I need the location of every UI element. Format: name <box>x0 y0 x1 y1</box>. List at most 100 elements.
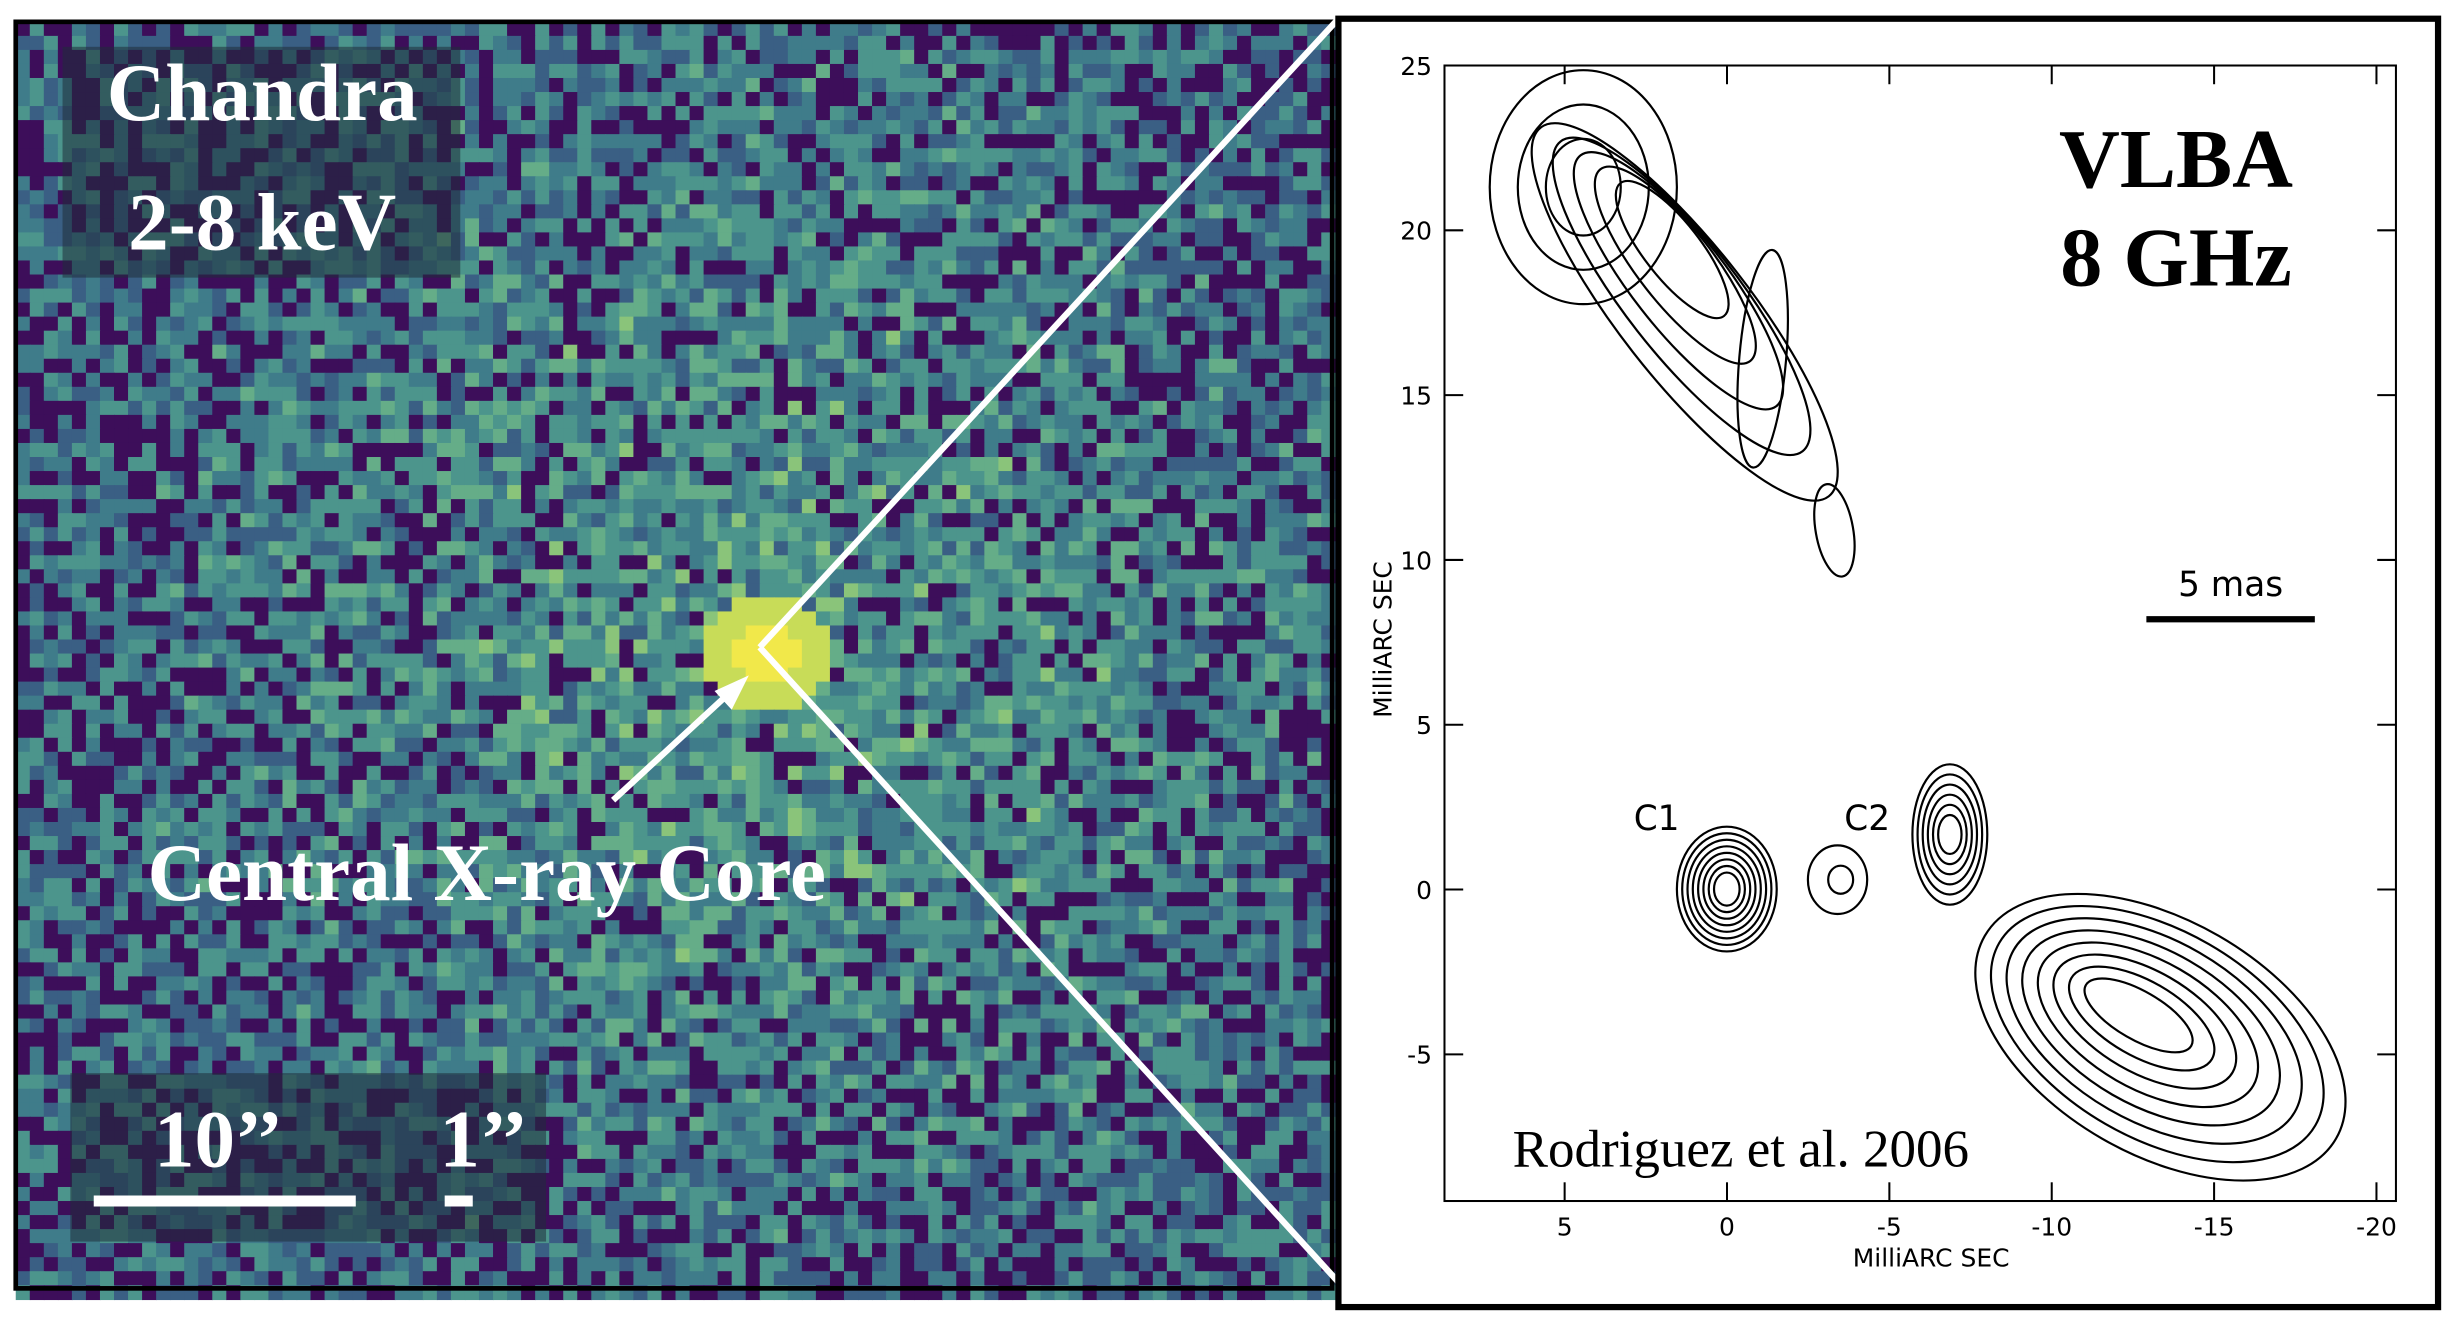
pixel <box>1040 555 1056 571</box>
pixel <box>1026 63 1042 79</box>
pixel <box>647 695 663 711</box>
pixel <box>478 358 494 374</box>
pixel <box>493 77 508 93</box>
pixel <box>900 499 915 514</box>
pixel <box>29 134 45 149</box>
pixel <box>815 232 831 248</box>
pixel <box>970 639 986 655</box>
pixel <box>1223 218 1238 234</box>
pixel <box>535 681 550 697</box>
pixel <box>1026 485 1042 500</box>
pixel <box>1054 162 1070 178</box>
pixel <box>619 428 635 444</box>
pixel <box>1265 49 1280 65</box>
pixel <box>1208 344 1224 360</box>
pixel <box>71 372 87 388</box>
pixel <box>1293 442 1309 458</box>
pixel <box>647 92 663 107</box>
pixel <box>717 527 733 543</box>
pixel <box>956 527 972 543</box>
pixel <box>366 723 382 739</box>
pixel <box>984 723 1000 739</box>
pixel <box>1223 274 1238 290</box>
pixel <box>507 709 522 725</box>
pixel <box>1307 723 1323 739</box>
pixel <box>71 709 87 725</box>
pixel <box>29 527 45 543</box>
pixel <box>29 162 45 178</box>
pixel <box>535 485 550 500</box>
pixel <box>1237 134 1252 149</box>
pixel <box>15 499 31 514</box>
pixel <box>633 162 649 178</box>
pixel <box>1223 569 1238 585</box>
pixel <box>689 63 705 79</box>
pixel <box>998 148 1014 163</box>
pixel <box>436 737 452 753</box>
pixel <box>619 120 635 135</box>
pixel <box>212 400 228 416</box>
pixel <box>1026 471 1042 486</box>
pixel <box>1138 260 1154 276</box>
pixel <box>71 723 87 739</box>
pixel <box>99 372 115 388</box>
pixel <box>1012 92 1028 107</box>
pixel <box>521 330 536 346</box>
pixel <box>282 667 298 683</box>
pixel <box>1194 723 1210 739</box>
pixel <box>1180 63 1196 79</box>
pixel <box>226 400 242 416</box>
pixel <box>633 639 649 655</box>
pixel <box>956 723 972 739</box>
pixel <box>254 302 270 318</box>
pixel <box>577 358 593 374</box>
pixel <box>268 527 284 543</box>
pixel <box>1223 737 1238 753</box>
pixel <box>1110 63 1126 79</box>
pixel <box>633 457 649 472</box>
pixel <box>240 723 256 739</box>
pixel <box>1096 428 1112 444</box>
pixel <box>1026 400 1042 416</box>
pixel <box>352 274 368 290</box>
pixel <box>647 513 663 528</box>
pixel <box>156 485 171 500</box>
pixel <box>43 49 59 65</box>
pixel <box>142 457 157 472</box>
pixel <box>829 499 845 514</box>
pixel <box>114 358 129 374</box>
pixel <box>1194 288 1210 304</box>
pixel <box>1223 288 1238 304</box>
pixel <box>1040 414 1056 430</box>
pixel <box>1166 386 1182 402</box>
pixel <box>1223 597 1238 613</box>
pixel <box>521 442 536 458</box>
pixel <box>1251 190 1266 206</box>
pixel <box>998 288 1014 304</box>
pixel <box>1194 569 1210 585</box>
pixel <box>1138 246 1154 262</box>
pixel <box>1166 218 1182 234</box>
pixel <box>57 274 73 290</box>
pixel <box>198 21 214 37</box>
pixel <box>1251 386 1266 402</box>
pixel <box>661 330 677 346</box>
pixel <box>815 148 831 163</box>
pixel <box>380 695 396 711</box>
pixel <box>1237 428 1252 444</box>
pixel <box>1110 667 1126 683</box>
pixel <box>282 358 298 374</box>
pixel <box>745 176 761 192</box>
pixel <box>380 457 396 472</box>
pixel <box>591 386 607 402</box>
pixel <box>422 555 438 571</box>
pixel <box>1012 457 1028 472</box>
pixel <box>886 400 901 416</box>
pixel <box>549 372 564 388</box>
pixel <box>1265 400 1280 416</box>
pixel <box>956 120 972 135</box>
pixel <box>29 21 45 37</box>
pixel <box>717 569 733 585</box>
pixel <box>900 134 915 149</box>
pixel <box>633 190 649 206</box>
